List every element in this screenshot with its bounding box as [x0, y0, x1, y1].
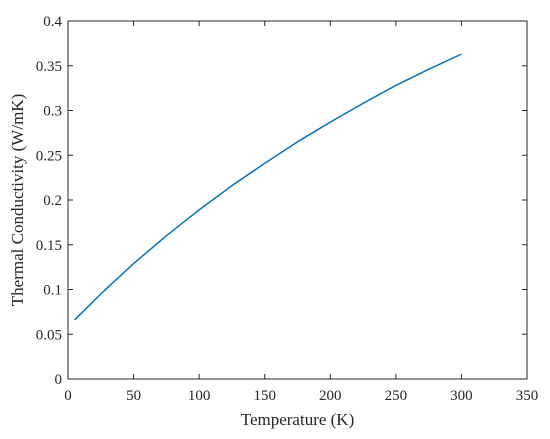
y-tick-label: 0.4 — [43, 14, 62, 30]
x-axis: 0 50 100 150 200 250 300 350 — [64, 21, 538, 404]
x-tick-label: 100 — [188, 388, 211, 404]
x-tick-label: 200 — [319, 388, 342, 404]
series-line — [74, 53, 462, 321]
y-tick-label: 0.2 — [43, 193, 62, 209]
x-tick-label: 50 — [126, 388, 141, 404]
plot-area — [67, 20, 528, 380]
y-tick-label: 0 — [55, 372, 63, 388]
y-tick-label: 0.1 — [43, 283, 62, 299]
x-tick-label: 0 — [64, 388, 72, 404]
y-tick-label: 0.05 — [36, 327, 62, 343]
series-layer — [74, 53, 462, 321]
x-tick-label: 300 — [450, 388, 473, 404]
y-tick-label: 0.3 — [43, 104, 62, 120]
x-axis-label: Temperature (K) — [241, 410, 355, 429]
x-tick-label: 150 — [253, 388, 276, 404]
y-tick-label: 0.25 — [36, 148, 62, 164]
plot-box — [67, 20, 528, 380]
y-axis: 0 0.05 0.1 0.15 0.2 0.25 0.3 0.35 0.4 — [36, 14, 527, 388]
x-tick-label: 350 — [516, 388, 539, 404]
x-tick-label: 250 — [385, 388, 408, 404]
y-tick-label: 0.15 — [36, 238, 62, 254]
y-tick-label: 0.35 — [36, 59, 62, 75]
y-axis-label: Thermal Conductivity (W/mK) — [8, 94, 27, 306]
